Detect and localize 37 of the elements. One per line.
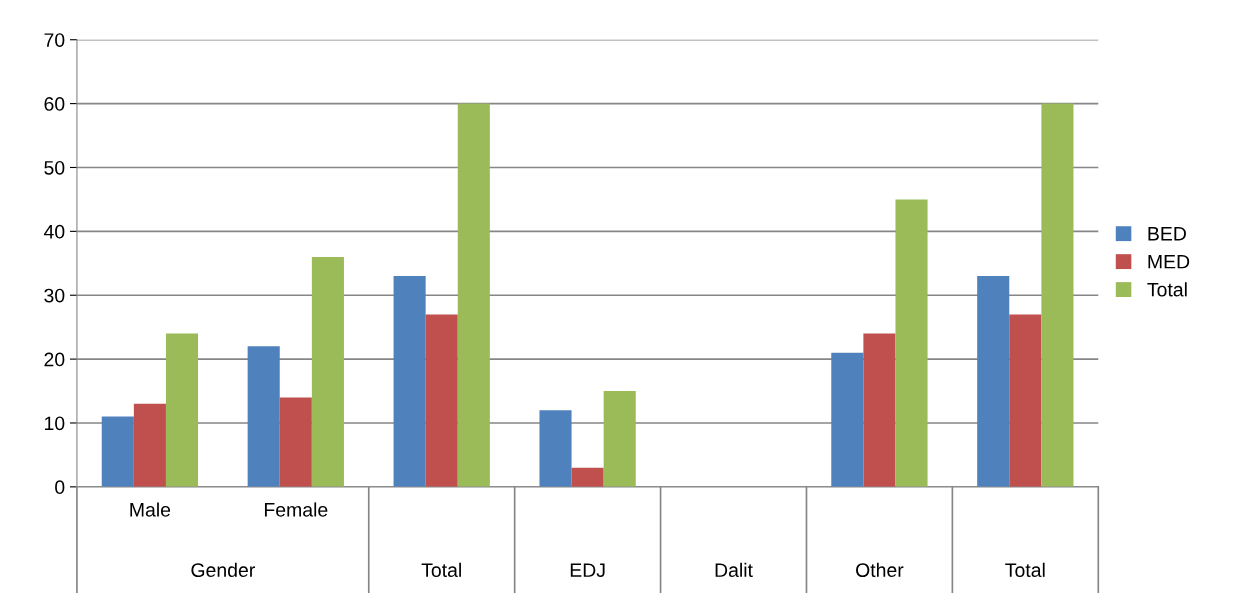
bar	[311, 256, 344, 487]
x-tick-label: Total	[421, 562, 461, 578]
x-tick-label: Other	[856, 562, 904, 578]
y-tick-label: 70	[44, 33, 65, 47]
bar	[1009, 314, 1042, 487]
x-tick-label: Dalit	[715, 562, 753, 578]
bar	[603, 391, 636, 487]
y-tick-label: 20	[44, 352, 65, 367]
bar	[831, 352, 864, 487]
bar	[425, 314, 458, 487]
y-tick-label: 50	[44, 160, 65, 175]
y-tick-label: 30	[44, 288, 65, 303]
bar	[895, 199, 928, 487]
bar	[101, 416, 134, 487]
bar	[457, 103, 490, 487]
bar	[977, 276, 1010, 487]
y-tick-label: 60	[44, 97, 65, 111]
bar	[539, 410, 572, 487]
x-tick-label: Female	[264, 502, 328, 517]
x-tick-label: Total	[1005, 562, 1045, 578]
bar	[133, 403, 166, 487]
legend-label: MED	[1148, 254, 1190, 269]
legend-label: Total	[1147, 282, 1187, 297]
legend-label: BED	[1148, 227, 1186, 241]
x-tick-label: Male	[130, 502, 171, 517]
bar	[863, 333, 896, 487]
y-tick-label: 0	[55, 480, 65, 495]
bar	[247, 346, 280, 487]
x-tick-label: EDJ	[570, 563, 605, 578]
bar	[165, 333, 199, 487]
bar	[1041, 103, 1074, 487]
text: Gender	[191, 562, 255, 578]
y-tick-label: 10	[44, 416, 65, 431]
bar	[393, 276, 426, 487]
bar	[279, 397, 312, 487]
bar	[571, 467, 604, 487]
y-tick-label: 40	[43, 224, 65, 239]
